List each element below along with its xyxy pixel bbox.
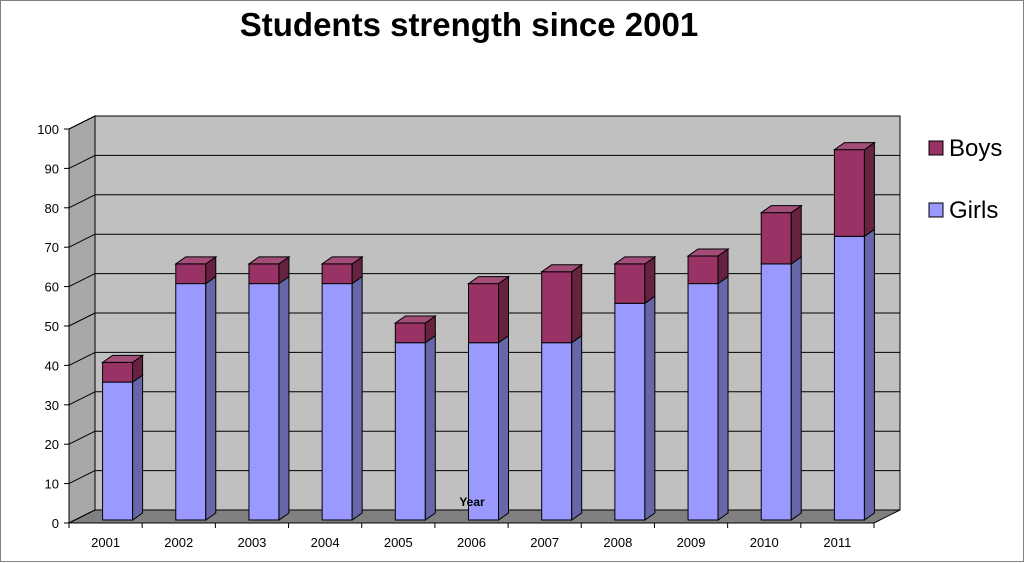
legend-swatch-boys bbox=[928, 140, 944, 156]
bar-boys-2007 bbox=[541, 271, 573, 344]
bar-side-boys-2008 bbox=[644, 255, 656, 305]
x-tick-label: 2011 bbox=[823, 535, 851, 550]
bar-side-girls-2008 bbox=[644, 295, 656, 521]
bar-boys-2005 bbox=[394, 322, 426, 344]
bar-top-2010 bbox=[759, 205, 803, 214]
bar-side-boys-2010 bbox=[790, 204, 802, 265]
gridline-side bbox=[68, 351, 96, 366]
gridline-side bbox=[68, 233, 96, 248]
bar-girls-2010 bbox=[760, 263, 792, 521]
y-tick-label: 80 bbox=[45, 201, 59, 216]
bar-side-girls-2004 bbox=[351, 275, 363, 521]
chart-title: Students strength since 2001 bbox=[240, 6, 698, 43]
bar-girls-2007 bbox=[541, 342, 573, 521]
bar-top-2005 bbox=[393, 315, 437, 324]
y-tick-label: 100 bbox=[37, 122, 59, 137]
y-tick-label: 40 bbox=[45, 358, 59, 373]
bar-boys-2008 bbox=[614, 263, 646, 304]
bar-side-girls-2010 bbox=[790, 255, 802, 521]
bar-boys-2010 bbox=[760, 212, 792, 265]
bar-top-2004 bbox=[320, 256, 364, 265]
x-axis-ticks: 2001 2002 2003 2004 2005 2006 2007 2008 2009 2010… bbox=[68, 522, 875, 550]
y-tick-label: 10 bbox=[45, 477, 59, 492]
gridline-side bbox=[68, 470, 96, 485]
bar-side-boys-2006 bbox=[498, 275, 509, 344]
x-tick-label: 2004 bbox=[311, 535, 340, 550]
x-tick-label: 2006 bbox=[457, 535, 486, 550]
bar-top-2008 bbox=[613, 256, 657, 265]
x-tick-label: 2007 bbox=[530, 535, 559, 550]
bar-side-girls-2002 bbox=[205, 275, 217, 521]
bars bbox=[101, 141, 876, 521]
bar-boys-2009 bbox=[687, 255, 719, 285]
bar-top-2006 bbox=[466, 276, 511, 285]
gridline-side bbox=[68, 430, 96, 445]
bar-side-boys-2007 bbox=[571, 263, 583, 344]
y-tick-label: 60 bbox=[45, 280, 59, 295]
gridline-side bbox=[68, 154, 96, 169]
x-tick-label: 2005 bbox=[384, 535, 413, 550]
bar-top-2003 bbox=[247, 256, 291, 265]
bar-boys-2004 bbox=[321, 263, 353, 285]
legend-label-boys: Boys bbox=[949, 135, 1002, 162]
bar-boys-2001 bbox=[102, 361, 134, 383]
bar-side-girls-2006 bbox=[498, 334, 509, 521]
bar-girls-2002 bbox=[175, 283, 207, 521]
bar-side-girls-2003 bbox=[278, 275, 290, 521]
x-tick-label: 2008 bbox=[603, 535, 632, 550]
bar-top-2002 bbox=[174, 256, 218, 265]
y-tick-label: 90 bbox=[45, 161, 59, 176]
gridline-side bbox=[68, 194, 96, 209]
gridline-side bbox=[68, 273, 96, 288]
bar-girls-2005 bbox=[394, 342, 426, 521]
gridline-side bbox=[68, 115, 96, 130]
bar-girls-2011 bbox=[833, 235, 865, 521]
gridline-side bbox=[68, 312, 96, 327]
x-tick-label: 2001 bbox=[91, 535, 120, 550]
bar-side-boys-2011 bbox=[863, 141, 875, 238]
y-axis-ticks: 0 10 20 30 40 50 60 70 80 90 100 bbox=[37, 122, 70, 531]
y-tick-label: 50 bbox=[45, 319, 59, 334]
bar-top-2009 bbox=[686, 248, 730, 257]
bar-boys-2011 bbox=[833, 149, 865, 237]
bar-top-2007 bbox=[540, 264, 584, 273]
bar-side-girls-2009 bbox=[717, 275, 729, 521]
gridline-side bbox=[68, 391, 96, 406]
x-axis-title: Year bbox=[459, 495, 485, 509]
bar-boys-2003 bbox=[248, 263, 280, 285]
bar-side-girls-2001 bbox=[132, 374, 144, 521]
bar-girls-2009 bbox=[687, 283, 719, 521]
legend: Boys Girls bbox=[928, 135, 1002, 224]
bar-girls-2006 bbox=[468, 342, 499, 521]
y-tick-label: 20 bbox=[45, 437, 59, 452]
x-tick-label: 2003 bbox=[237, 535, 266, 550]
x-tick-label: 2009 bbox=[677, 535, 706, 550]
y-tick-label: 30 bbox=[45, 398, 59, 413]
bar-boys-2002 bbox=[175, 263, 207, 285]
bar-top-2011 bbox=[832, 142, 876, 151]
bar-girls-2008 bbox=[614, 302, 646, 521]
bar-side-girls-2011 bbox=[863, 228, 875, 521]
bar-girls-2004 bbox=[321, 283, 353, 521]
bar-top-2001 bbox=[101, 354, 145, 363]
y-tick-label: 70 bbox=[45, 240, 59, 255]
bar-side-girls-2007 bbox=[571, 334, 583, 521]
legend-swatch-girls bbox=[928, 202, 944, 218]
legend-label-girls: Girls bbox=[949, 197, 998, 224]
y-tick-label: 0 bbox=[52, 516, 59, 531]
bar-girls-2003 bbox=[248, 283, 280, 521]
bar-side-girls-2005 bbox=[424, 334, 436, 521]
x-tick-label: 2002 bbox=[164, 535, 193, 550]
bar-boys-2006 bbox=[468, 283, 499, 344]
bar-girls-2001 bbox=[102, 381, 134, 521]
x-tick-label: 2010 bbox=[750, 535, 779, 550]
